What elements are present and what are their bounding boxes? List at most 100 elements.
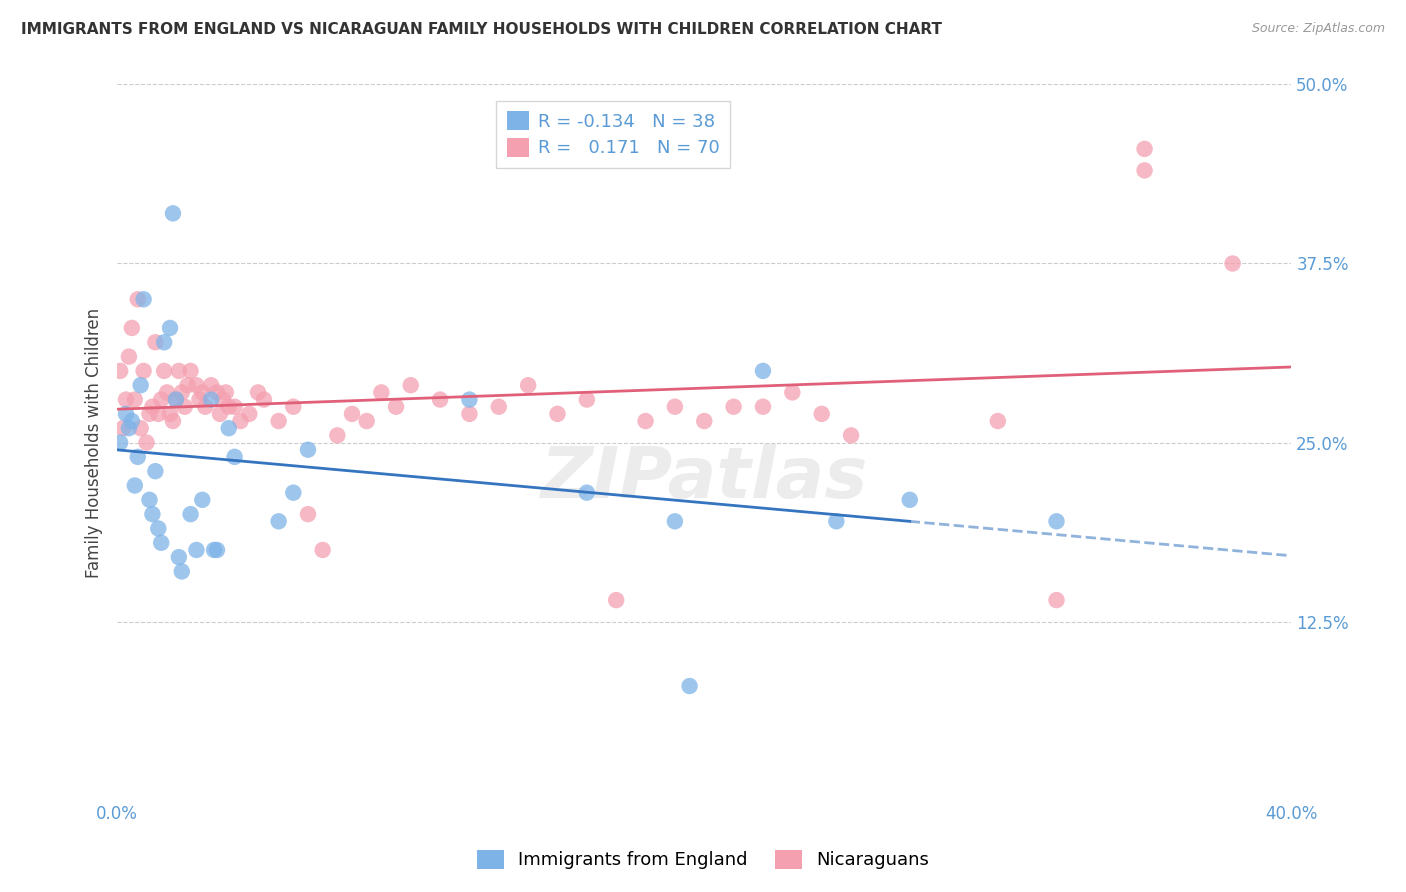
Point — [129, 378, 152, 392]
Point — [340, 407, 363, 421]
Point — [215, 385, 238, 400]
Point — [112, 421, 135, 435]
Point — [517, 378, 540, 392]
Point — [267, 514, 290, 528]
Point — [188, 392, 211, 407]
Point — [138, 492, 160, 507]
Point — [167, 550, 190, 565]
Point — [311, 543, 333, 558]
Point — [170, 385, 193, 400]
Point — [186, 378, 208, 392]
Text: ZIPatlas: ZIPatlas — [540, 444, 868, 513]
Point — [159, 321, 181, 335]
Point — [678, 679, 700, 693]
Point — [399, 378, 422, 392]
Point — [987, 414, 1010, 428]
Point — [1133, 163, 1156, 178]
Point — [194, 400, 217, 414]
Point — [218, 400, 240, 414]
Point — [1222, 256, 1244, 270]
Point — [200, 392, 222, 407]
Point — [141, 400, 163, 414]
Point — [165, 392, 187, 407]
Point — [121, 321, 143, 335]
Point — [370, 385, 392, 400]
Point — [575, 392, 598, 407]
Point — [205, 543, 228, 558]
Point — [186, 543, 208, 558]
Point — [143, 335, 166, 350]
Point — [132, 364, 155, 378]
Point — [212, 392, 235, 407]
Point — [547, 407, 569, 421]
Point — [129, 421, 152, 435]
Point — [898, 492, 921, 507]
Point — [173, 400, 195, 414]
Point — [108, 364, 131, 378]
Point — [202, 543, 225, 558]
Point — [148, 521, 170, 535]
Point — [1045, 514, 1067, 528]
Point — [385, 400, 408, 414]
Point — [132, 293, 155, 307]
Point — [115, 407, 138, 421]
Point — [297, 442, 319, 457]
Point — [458, 407, 481, 421]
Point — [247, 385, 270, 400]
Point — [326, 428, 349, 442]
Point — [1133, 142, 1156, 156]
Point — [200, 378, 222, 392]
Point — [191, 385, 214, 400]
Point — [218, 421, 240, 435]
Point — [108, 435, 131, 450]
Point — [810, 407, 832, 421]
Point — [118, 350, 141, 364]
Point — [488, 400, 510, 414]
Point — [208, 407, 231, 421]
Point — [127, 450, 149, 464]
Point — [634, 414, 657, 428]
Point — [429, 392, 451, 407]
Point — [124, 392, 146, 407]
Point — [839, 428, 862, 442]
Legend: R = -0.134   N = 38, R =   0.171   N = 70: R = -0.134 N = 38, R = 0.171 N = 70 — [496, 101, 730, 169]
Point — [224, 450, 246, 464]
Point — [782, 385, 804, 400]
Text: Source: ZipAtlas.com: Source: ZipAtlas.com — [1251, 22, 1385, 36]
Point — [356, 414, 378, 428]
Point — [752, 400, 775, 414]
Point — [1045, 593, 1067, 607]
Point — [180, 364, 202, 378]
Point — [752, 364, 775, 378]
Point — [205, 385, 228, 400]
Point — [143, 464, 166, 478]
Point — [283, 485, 305, 500]
Point — [141, 507, 163, 521]
Point — [723, 400, 745, 414]
Point — [150, 536, 173, 550]
Point — [162, 414, 184, 428]
Point — [127, 293, 149, 307]
Point — [153, 364, 176, 378]
Point — [176, 378, 198, 392]
Point — [135, 435, 157, 450]
Point — [605, 593, 627, 607]
Point — [458, 392, 481, 407]
Point — [575, 485, 598, 500]
Point — [165, 392, 187, 407]
Point — [115, 392, 138, 407]
Point — [153, 335, 176, 350]
Point — [170, 565, 193, 579]
Point — [121, 414, 143, 428]
Y-axis label: Family Households with Children: Family Households with Children — [86, 308, 103, 578]
Point — [148, 407, 170, 421]
Point — [191, 492, 214, 507]
Point — [693, 414, 716, 428]
Point — [224, 400, 246, 414]
Point — [124, 478, 146, 492]
Point — [150, 392, 173, 407]
Text: IMMIGRANTS FROM ENGLAND VS NICARAGUAN FAMILY HOUSEHOLDS WITH CHILDREN CORRELATIO: IMMIGRANTS FROM ENGLAND VS NICARAGUAN FA… — [21, 22, 942, 37]
Point — [664, 400, 686, 414]
Point — [162, 206, 184, 220]
Legend: Immigrants from England, Nicaraguans: Immigrants from England, Nicaraguans — [468, 841, 938, 879]
